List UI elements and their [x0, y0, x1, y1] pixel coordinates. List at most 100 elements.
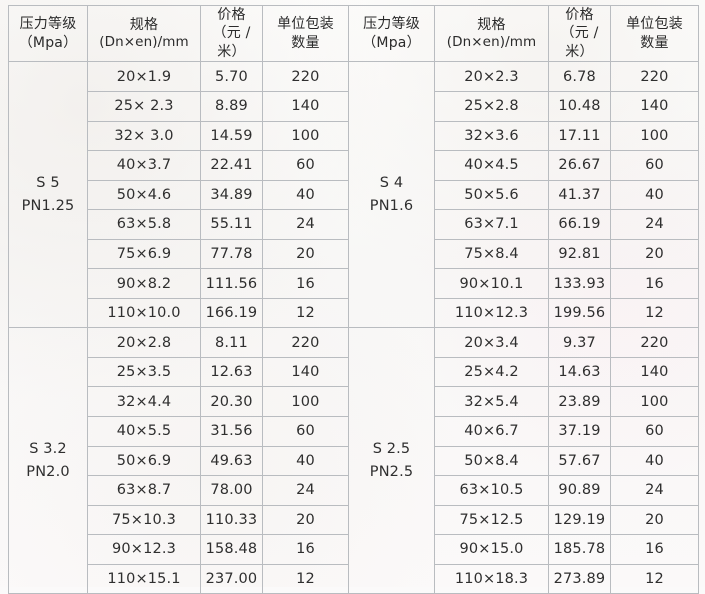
qty-cell-left: 220: [263, 328, 349, 358]
price-cell-right: 92.81: [549, 239, 611, 269]
size-cell-right: 32×5.4: [435, 387, 549, 417]
header-title-cn: 价格: [203, 6, 260, 24]
spec-price-table-container: 压力等级 （Mpa） 规格 (Dn×en)/mm 价格 （元 / 米） 单位包装…: [8, 5, 698, 573]
price-cell-left: 20.30: [201, 387, 263, 417]
price-cell-left: 237.00: [201, 564, 263, 594]
qty-cell-left: 140: [263, 91, 349, 121]
header-row: 压力等级 （Mpa） 规格 (Dn×en)/mm 价格 （元 / 米） 单位包装…: [9, 6, 699, 62]
qty-cell-left: 24: [263, 210, 349, 240]
price-cell-right: 90.89: [549, 476, 611, 506]
size-cell-right: 40×4.5: [435, 151, 549, 181]
price-cell-left: 166.19: [201, 298, 263, 328]
size-cell-left: 110×15.1: [88, 564, 201, 594]
size-cell-left: 50×4.6: [88, 180, 201, 210]
size-cell-left: 40×3.7: [88, 151, 201, 181]
qty-cell-left: 40: [263, 180, 349, 210]
qty-cell-right: 12: [611, 564, 699, 594]
size-cell-right: 32×3.6: [435, 121, 549, 151]
size-cell-right: 25×4.2: [435, 357, 549, 387]
price-cell-left: 12.63: [201, 357, 263, 387]
price-cell-right: 185.78: [549, 535, 611, 565]
header-title-unit: （Mpa）: [11, 34, 85, 52]
qty-cell-left: 100: [263, 387, 349, 417]
price-cell-left: 55.11: [201, 210, 263, 240]
header-title-unit: 数量: [613, 34, 696, 52]
table-header: 压力等级 （Mpa） 规格 (Dn×en)/mm 价格 （元 / 米） 单位包装…: [9, 6, 699, 62]
size-cell-right: 75×8.4: [435, 239, 549, 269]
qty-cell-right: 140: [611, 357, 699, 387]
price-cell-right: 129.19: [549, 505, 611, 535]
size-cell-right: 63×7.1: [435, 210, 549, 240]
grade-pn-value: PN2.0: [11, 461, 85, 483]
price-cell-right: 273.89: [549, 564, 611, 594]
qty-cell-left: 12: [263, 564, 349, 594]
header-title-unit: （Mpa）: [351, 34, 432, 52]
qty-cell-right: 16: [611, 269, 699, 299]
qty-cell-right: 12: [611, 298, 699, 328]
header-title-unit: (Dn×en)/mm: [90, 34, 198, 52]
price-cell-right: 199.56: [549, 298, 611, 328]
size-cell-right: 40×6.7: [435, 416, 549, 446]
size-cell-right: 75×12.5: [435, 505, 549, 535]
header-cell-pressure-class-right: 压力等级 （Mpa）: [349, 6, 435, 62]
qty-cell-right: 24: [611, 210, 699, 240]
qty-cell-right: 40: [611, 180, 699, 210]
price-cell-right: 57.67: [549, 446, 611, 476]
header-title-cn: 规格: [90, 16, 198, 34]
header-title-cn: 规格: [437, 16, 546, 34]
qty-cell-left: 220: [263, 62, 349, 92]
header-title-unit: （元 / 米）: [203, 24, 260, 61]
price-cell-left: 14.59: [201, 121, 263, 151]
size-cell-right: 110×12.3: [435, 298, 549, 328]
size-cell-left: 32× 3.0: [88, 121, 201, 151]
qty-cell-left: 16: [263, 269, 349, 299]
price-cell-left: 8.89: [201, 91, 263, 121]
qty-cell-right: 220: [611, 62, 699, 92]
header-cell-price-right: 价格 （元 / 米）: [549, 6, 611, 62]
price-cell-left: 5.70: [201, 62, 263, 92]
size-cell-left: 50×6.9: [88, 446, 201, 476]
qty-cell-left: 20: [263, 239, 349, 269]
qty-cell-right: 24: [611, 476, 699, 506]
qty-cell-right: 20: [611, 505, 699, 535]
qty-cell-right: 16: [611, 535, 699, 565]
price-cell-right: 23.89: [549, 387, 611, 417]
qty-cell-right: 60: [611, 416, 699, 446]
price-cell-left: 158.48: [201, 535, 263, 565]
qty-cell-right: 220: [611, 328, 699, 358]
price-cell-right: 41.37: [549, 180, 611, 210]
qty-cell-left: 20: [263, 505, 349, 535]
header-title-cn: 单位包装: [613, 15, 696, 33]
price-cell-right: 9.37: [549, 328, 611, 358]
size-cell-left: 75×6.9: [88, 239, 201, 269]
price-cell-left: 34.89: [201, 180, 263, 210]
qty-cell-right: 100: [611, 121, 699, 151]
qty-cell-right: 140: [611, 91, 699, 121]
qty-cell-right: 60: [611, 151, 699, 181]
size-cell-left: 40×5.5: [88, 416, 201, 446]
size-cell-right: 20×2.3: [435, 62, 549, 92]
size-cell-right: 110×18.3: [435, 564, 549, 594]
size-cell-left: 20×1.9: [88, 62, 201, 92]
price-cell-left: 77.78: [201, 239, 263, 269]
qty-cell-right: 100: [611, 387, 699, 417]
size-cell-left: 63×8.7: [88, 476, 201, 506]
header-title-cn: 压力等级: [11, 15, 85, 33]
size-cell-right: 25×2.8: [435, 91, 549, 121]
header-title-unit: （元 / 米）: [551, 24, 608, 61]
grade-s-value: S 2.5: [351, 438, 432, 460]
header-title-cn: 压力等级: [351, 15, 432, 33]
grade-s-value: S 3.2: [11, 438, 85, 460]
header-cell-package-qty-left: 单位包装 数量: [263, 6, 349, 62]
price-cell-left: 22.41: [201, 151, 263, 181]
header-title-cn: 单位包装: [265, 15, 346, 33]
size-cell-left: 90×12.3: [88, 535, 201, 565]
size-cell-right: 50×5.6: [435, 180, 549, 210]
qty-cell-left: 100: [263, 121, 349, 151]
